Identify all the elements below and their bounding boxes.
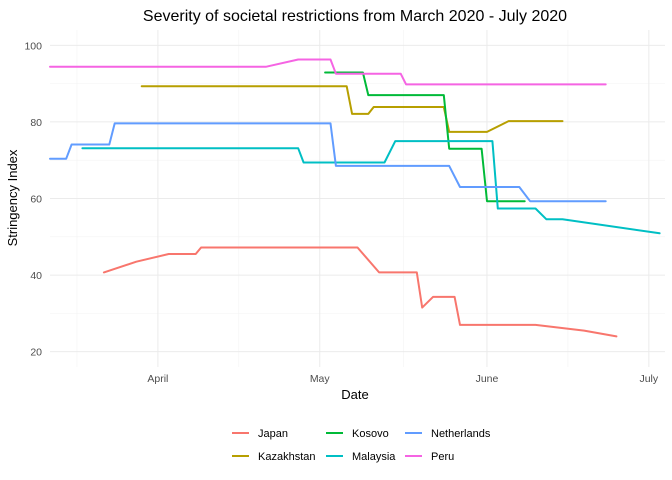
legend: Japan Kazakhstan Kosovo Malaysia Netherlands… [232,428,491,463]
legend-label: Kosovo [352,428,389,440]
legend-item-peru: Peru [405,451,454,463]
legend-item-malaysia: Malaysia [326,451,396,463]
legend-label: Malaysia [352,451,396,463]
series-line-peru [49,58,607,86]
y-tick-label: 60 [30,194,42,206]
x-axis: April May June July [147,373,659,385]
legend-item-netherlands: Netherlands [405,428,491,440]
legend-label: Japan [258,428,288,440]
x-tick-label: June [476,373,499,385]
y-axis: 20 40 60 80 100 [24,40,42,358]
x-tick-label: May [310,373,331,385]
legend-label: Peru [431,451,454,463]
series-line-kosovo [324,71,526,203]
series-line-japan [102,246,618,338]
legend-label: Netherlands [431,428,491,440]
grid [50,30,665,367]
y-tick-label: 100 [24,40,42,52]
legend-label: Kazakhstan [258,451,315,463]
x-axis-title: Date [341,387,368,402]
y-tick-label: 20 [30,347,42,359]
y-tick-label: 80 [30,117,42,129]
legend-item-kazakhstan: Kazakhstan [232,451,315,463]
x-tick-label: April [147,373,168,385]
x-tick-label: July [639,373,658,385]
series-line-netherlands [49,122,607,203]
series-layer [49,58,661,338]
y-tick-label: 40 [30,270,42,282]
series-line-malaysia [81,140,661,235]
legend-item-japan: Japan [232,428,288,440]
chart-title: Severity of societal restrictions from M… [143,8,567,25]
legend-item-kosovo: Kosovo [326,428,389,440]
y-axis-title: Stringency Index [5,149,20,246]
series-line-kazakhstan [140,85,564,133]
